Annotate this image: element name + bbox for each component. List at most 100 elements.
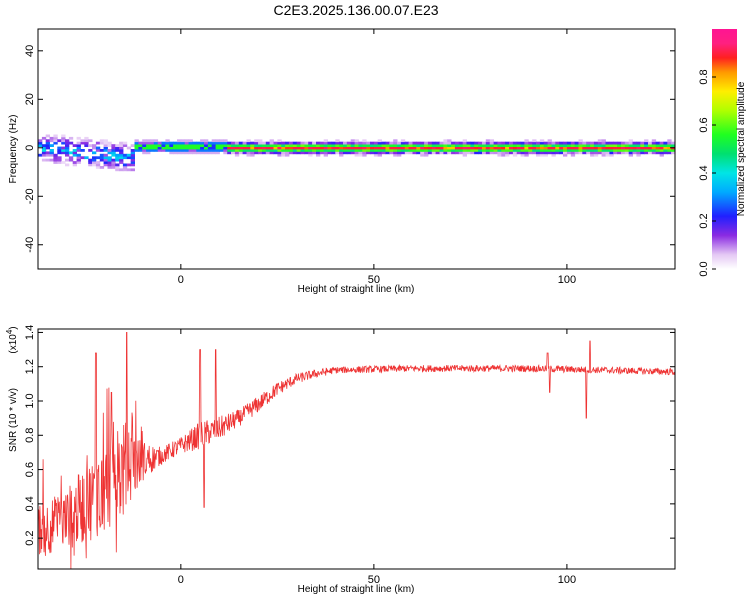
spectrogram-cell [420, 144, 425, 147]
spectrogram-cell [397, 151, 402, 155]
spectrogram-cell [458, 144, 464, 147]
spectrogram-cell [601, 153, 606, 157]
spectrogram-cell [667, 141, 672, 145]
spectrogram-cell [53, 161, 58, 164]
spectrogram-cell [397, 149, 402, 152]
spectrogram-cell [547, 151, 552, 155]
spectrogram-cell [300, 144, 305, 147]
spectrogram-cell [593, 153, 599, 157]
spectrogram-cell [593, 144, 599, 147]
snr-panel: 0 50 100 0.2 0.4 0.6 0.8 1.0 1.2 1.4 Height of s… [5, 325, 676, 595]
spectrogram-cell [215, 146, 220, 150]
snr-x-tick-label: 50 [368, 574, 380, 586]
spectrogram-cell [111, 166, 116, 169]
spectrogram-cell [628, 146, 633, 150]
spectrogram-cell [516, 141, 521, 145]
spectrogram-cell [416, 151, 421, 155]
spectrogram-cell [88, 161, 93, 164]
spectrogram-cell [207, 151, 213, 155]
spectrogram-cell [640, 146, 645, 150]
spectrogram-cell [416, 146, 421, 150]
spectrogram-cell [49, 158, 54, 162]
spectrogram-cell [346, 146, 352, 150]
spectrogram-cell [617, 149, 622, 152]
spectrogram-cell [663, 141, 668, 145]
spectrogram-cell [312, 146, 317, 150]
spectrogram-cell [331, 151, 336, 155]
spectrogram-cell [505, 146, 510, 150]
spectrogram-cell [157, 146, 162, 150]
spectrogram-cell [277, 153, 282, 157]
spectrogram-cell [431, 151, 437, 155]
spectrogram-cell [381, 146, 386, 150]
spectrogram-cell [150, 149, 155, 152]
spectrogram-cell [288, 146, 294, 150]
spectrogram-cell [184, 144, 189, 147]
spectrogram-cell [393, 144, 398, 147]
spectrogram-cell [254, 151, 259, 155]
spectrogram-cell [370, 151, 375, 155]
spectrogram-cell [234, 149, 240, 152]
spectrogram-cell [563, 151, 568, 155]
spectrogram-cell [454, 151, 460, 155]
spectrogram-cell [265, 141, 271, 145]
spectrogram-cell [223, 149, 228, 152]
spectrogram-cell [265, 149, 271, 152]
spectrogram-cell [331, 144, 336, 147]
spectrogram-cell [122, 141, 128, 145]
spectrogram-cell [308, 141, 313, 145]
spectrogram-cell [61, 134, 66, 138]
spectrogram-cell [76, 149, 81, 152]
spectrogram-cell [142, 146, 147, 150]
snr-series-line [38, 331, 675, 569]
spectrogram-cell [211, 146, 216, 150]
spectrogram-cell [555, 144, 560, 147]
spectrogram-cell [153, 149, 159, 152]
spectrogram-cell [404, 144, 410, 147]
spectrogram-cell [512, 144, 518, 147]
spectrogram-cell [130, 156, 135, 160]
spectrogram-cell [489, 139, 494, 143]
spectrogram-cell [381, 149, 386, 152]
spectrogram-cell [111, 146, 116, 150]
spectrogram-cell [335, 149, 340, 152]
spectrogram-cell [389, 144, 394, 147]
spectrogram-cell [211, 139, 216, 143]
spectrogram-cell [377, 144, 382, 147]
spectrogram-cell [427, 149, 433, 152]
spectrogram-cell [111, 151, 116, 155]
spectrogram-cell [331, 149, 336, 152]
spectrogram-cell [277, 151, 282, 155]
spectrogram-cell [107, 151, 112, 155]
spectrogram-cell [443, 151, 448, 155]
spectrogram-cell [443, 149, 448, 152]
spectrogram-cell [601, 139, 606, 143]
spectrogram-cell [636, 153, 641, 157]
spectrogram-cell [277, 144, 282, 147]
spectrogram-cell [261, 144, 267, 147]
spectrogram-cell [543, 141, 548, 145]
spectrogram-cell [126, 146, 132, 150]
spectrogram-cell [165, 141, 170, 145]
spectrogram-cell [204, 149, 209, 152]
spectrogram-cell [489, 146, 494, 150]
spectrogram-cell [92, 146, 97, 150]
spectrogram-cell [88, 139, 93, 143]
spectrogram-cell [601, 149, 606, 152]
spectrogram-cell [319, 141, 325, 145]
spectrogram-cell [590, 146, 595, 150]
spectrogram-cell [609, 146, 614, 150]
spectrogram-cell [636, 151, 641, 155]
spectrogram-cell [88, 163, 93, 167]
spectrogram-cell [57, 146, 62, 150]
spectrogram-cell [667, 149, 672, 152]
spectrogram-cell [142, 149, 147, 152]
spectrogram-cell [593, 146, 599, 150]
spectrogram-cell [184, 139, 189, 143]
spectrogram-cell [373, 144, 379, 147]
spectrogram-cell [219, 141, 224, 145]
spectrogram-cell [489, 144, 494, 147]
spectrogram-cell [462, 151, 467, 155]
spectrogram-cell [485, 146, 491, 150]
spectrogram-cell [362, 153, 367, 157]
